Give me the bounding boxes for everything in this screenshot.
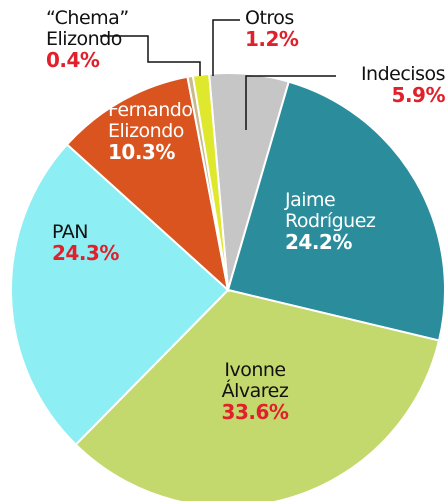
value-label: 10.3% <box>108 142 198 163</box>
category-label: Otros <box>245 8 315 29</box>
value-label: 5.9% <box>340 85 445 106</box>
leader-line <box>213 20 240 76</box>
value-label: 1.2% <box>245 29 315 50</box>
category-label: “Chema” Elizondo <box>46 8 131 50</box>
category-label: Indecisos <box>340 64 445 85</box>
category-label: Fernando Elizondo <box>108 100 198 142</box>
category-label: Ivonne Álvarez <box>195 360 315 402</box>
value-label: 24.2% <box>285 232 395 253</box>
page: Indecisos5.9% Jaime Rodríguez24.2% Ivonne … <box>0 0 445 501</box>
value-label: 24.3% <box>52 243 152 264</box>
value-label: 0.4% <box>46 50 131 71</box>
value-label: 33.6% <box>195 402 315 423</box>
category-label: Jaime Rodríguez <box>285 190 395 232</box>
category-label: PAN <box>52 222 152 243</box>
